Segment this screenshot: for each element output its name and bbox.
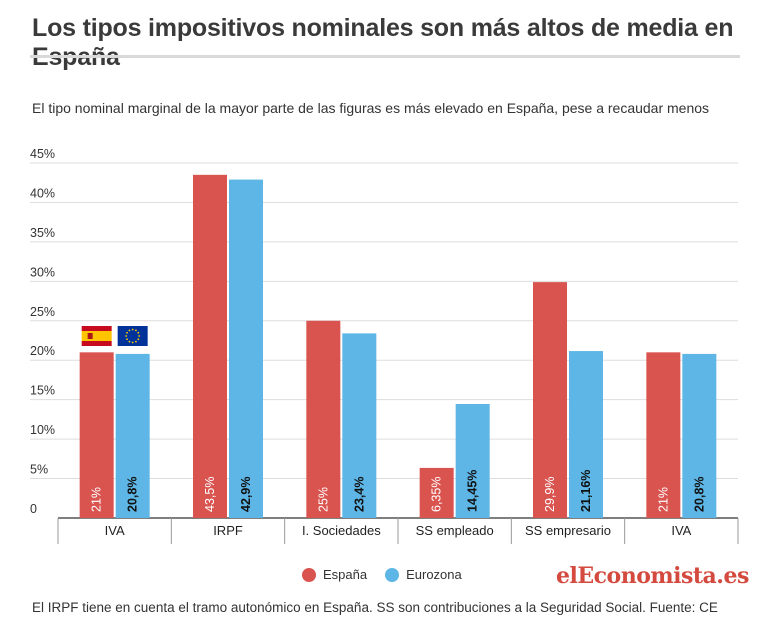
- x-tick-label: IVA: [105, 523, 125, 538]
- x-tick-label: SS empleado: [416, 523, 494, 538]
- bar-eurozona: [342, 333, 377, 518]
- data-label: 23,4%: [352, 477, 366, 512]
- data-label: 43,5%: [203, 477, 217, 512]
- data-label: 21,16%: [579, 470, 593, 512]
- data-label: 14,45%: [466, 470, 480, 512]
- bar-espana: [193, 174, 227, 519]
- y-tick-label: 10%: [30, 423, 55, 437]
- eu-flag-icon: [117, 326, 148, 346]
- legend-item-eurozona: Eurozona: [385, 567, 462, 582]
- legend-item-espana: España: [302, 567, 367, 582]
- y-tick-label: 35%: [30, 226, 55, 240]
- data-label: 20,8%: [126, 477, 140, 512]
- y-tick-label: 5%: [30, 463, 48, 477]
- legend-swatch-espana: [302, 567, 316, 582]
- x-tick-label: I. Sociedades: [302, 523, 381, 538]
- y-tick-label: 0: [30, 502, 37, 516]
- x-tick-label: IRPF: [213, 523, 243, 538]
- data-label: 21%: [90, 487, 104, 512]
- y-tick-label: 20%: [30, 344, 55, 358]
- bar-espana: [306, 320, 341, 518]
- bar-espana: [79, 352, 114, 518]
- spain-flag-icon: [81, 326, 112, 346]
- legend: España Eurozona: [302, 567, 480, 582]
- chart-subtitle: El tipo nominal marginal de la mayor par…: [32, 100, 710, 116]
- bar-espana: [646, 352, 681, 518]
- brand-logo: elEconomista.es: [556, 563, 749, 589]
- x-tick-label: IVA: [671, 523, 691, 538]
- data-label: 6,35%: [430, 477, 444, 512]
- y-tick-label: 30%: [30, 265, 55, 279]
- bar-eurozona: [455, 404, 490, 518]
- data-label: 25%: [316, 487, 330, 512]
- title-divider: [30, 55, 740, 58]
- y-tick-label: 45%: [30, 147, 55, 161]
- y-tick-label: 40%: [30, 186, 55, 200]
- bar-eurozona: [115, 353, 150, 518]
- bar-eurozona: [229, 179, 263, 519]
- x-tick-label: SS empresario: [525, 523, 611, 538]
- bar-eurozona: [569, 351, 603, 518]
- y-tick-label: 15%: [30, 384, 55, 398]
- legend-swatch-eurozona: [385, 567, 400, 582]
- y-tick-label: 25%: [30, 305, 55, 319]
- data-label: 20,8%: [692, 477, 706, 512]
- bar-eurozona: [682, 353, 717, 518]
- bar-espana: [533, 282, 567, 518]
- footnote: El IRPF tiene en cuenta el tramo autonóm…: [32, 600, 718, 615]
- bar-espana: [419, 467, 454, 518]
- data-label: 42,9%: [239, 477, 253, 512]
- data-label: 29,9%: [543, 477, 557, 512]
- legend-label-eurozona: Eurozona: [406, 567, 462, 582]
- data-label: 21%: [656, 487, 670, 512]
- legend-label-espana: España: [323, 567, 368, 582]
